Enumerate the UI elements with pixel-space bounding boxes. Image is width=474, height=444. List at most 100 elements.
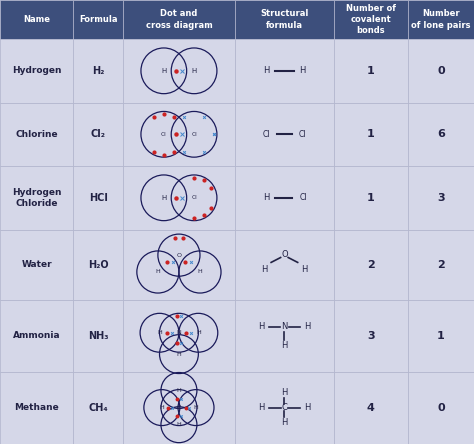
Bar xyxy=(123,166,235,230)
Bar xyxy=(235,0,334,39)
Text: H: H xyxy=(263,193,270,202)
Bar xyxy=(123,103,235,166)
Bar xyxy=(235,300,334,372)
Text: Hydrogen
Chloride: Hydrogen Chloride xyxy=(12,188,62,207)
Text: Structural
formula: Structural formula xyxy=(260,9,309,30)
Bar xyxy=(73,0,123,39)
Text: H: H xyxy=(159,405,164,410)
Text: 3: 3 xyxy=(367,331,375,341)
Text: H: H xyxy=(299,66,306,75)
Bar xyxy=(334,372,408,444)
Bar xyxy=(123,372,235,444)
Bar xyxy=(73,39,123,103)
Text: Ammonia: Ammonia xyxy=(13,331,61,340)
Bar xyxy=(0,300,73,372)
Text: H: H xyxy=(194,405,199,410)
Text: 1: 1 xyxy=(367,129,375,139)
Text: H₂O: H₂O xyxy=(88,260,109,270)
Bar xyxy=(334,103,408,166)
Text: O: O xyxy=(176,253,182,258)
Text: H: H xyxy=(263,66,270,75)
Bar xyxy=(123,300,235,372)
Bar xyxy=(235,372,334,444)
Text: Name: Name xyxy=(23,15,50,24)
Text: 1: 1 xyxy=(437,331,445,341)
Text: H: H xyxy=(281,418,288,427)
Bar xyxy=(408,166,474,230)
Bar xyxy=(334,39,408,103)
Bar xyxy=(235,39,334,103)
Bar xyxy=(235,230,334,300)
Text: C: C xyxy=(282,403,287,412)
Bar xyxy=(73,103,123,166)
Text: 0: 0 xyxy=(437,403,445,412)
Text: H: H xyxy=(281,341,288,350)
Bar xyxy=(0,372,73,444)
Text: H: H xyxy=(258,322,265,331)
Text: H: H xyxy=(258,403,265,412)
Text: 0: 0 xyxy=(437,66,445,76)
Text: H: H xyxy=(304,322,310,331)
Bar xyxy=(408,103,474,166)
Text: 3: 3 xyxy=(437,193,445,203)
Text: Cl: Cl xyxy=(299,130,306,139)
Text: 4: 4 xyxy=(367,403,375,412)
Text: H: H xyxy=(191,68,197,74)
Text: Cl: Cl xyxy=(191,195,197,200)
Bar xyxy=(73,230,123,300)
Text: Chlorine: Chlorine xyxy=(16,130,58,139)
Text: H: H xyxy=(301,266,308,274)
Text: H: H xyxy=(176,352,182,357)
Bar xyxy=(73,166,123,230)
Text: H: H xyxy=(176,422,182,427)
Text: HCl: HCl xyxy=(89,193,108,203)
Bar xyxy=(73,372,123,444)
Text: N: N xyxy=(281,322,288,331)
Text: Dot and
cross diagram: Dot and cross diagram xyxy=(146,9,212,30)
Text: Methane: Methane xyxy=(14,403,59,412)
Text: H: H xyxy=(161,195,166,201)
Text: Cl: Cl xyxy=(263,130,270,139)
Text: NH₃: NH₃ xyxy=(88,331,109,341)
Text: Number of
covalent
bonds: Number of covalent bonds xyxy=(346,4,396,35)
Bar xyxy=(235,166,334,230)
Bar xyxy=(334,230,408,300)
Bar xyxy=(73,300,123,372)
Bar xyxy=(235,103,334,166)
Text: Formula: Formula xyxy=(79,15,118,24)
Bar xyxy=(334,166,408,230)
Text: H: H xyxy=(176,388,182,393)
Bar xyxy=(0,166,73,230)
Text: H: H xyxy=(157,330,162,335)
Bar xyxy=(0,0,73,39)
Text: 2: 2 xyxy=(367,260,375,270)
Text: H: H xyxy=(155,270,160,274)
Bar xyxy=(123,39,235,103)
Bar xyxy=(408,230,474,300)
Bar xyxy=(123,230,235,300)
Bar xyxy=(0,39,73,103)
Bar xyxy=(408,0,474,39)
Text: C: C xyxy=(177,405,181,410)
Bar xyxy=(334,300,408,372)
Text: Hydrogen: Hydrogen xyxy=(12,66,62,75)
Text: H: H xyxy=(198,270,202,274)
Text: 6: 6 xyxy=(437,129,445,139)
Text: O: O xyxy=(281,250,288,259)
Text: H: H xyxy=(161,68,166,74)
Bar xyxy=(0,103,73,166)
Bar xyxy=(0,230,73,300)
Bar xyxy=(334,0,408,39)
Text: Cl₂: Cl₂ xyxy=(91,129,106,139)
Bar xyxy=(408,39,474,103)
Text: H: H xyxy=(196,330,201,335)
Text: Cl: Cl xyxy=(300,193,307,202)
Text: Cl: Cl xyxy=(191,132,197,137)
Text: Number
of lone pairs: Number of lone pairs xyxy=(411,9,471,30)
Text: N: N xyxy=(176,330,182,335)
Text: Water: Water xyxy=(21,260,52,269)
Text: H: H xyxy=(304,403,310,412)
Bar xyxy=(408,300,474,372)
Text: 2: 2 xyxy=(437,260,445,270)
Text: H: H xyxy=(261,266,268,274)
